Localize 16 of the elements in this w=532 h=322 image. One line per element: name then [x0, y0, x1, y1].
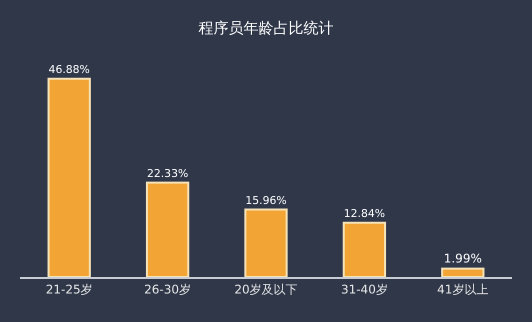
data-label: 12.84% — [344, 207, 386, 220]
x-tick-label: 26-30岁 — [144, 282, 192, 296]
data-label: 1.99% — [444, 252, 482, 266]
data-label: 46.88% — [48, 63, 90, 76]
x-tick-label: 31-40岁 — [340, 282, 388, 296]
bar — [48, 78, 91, 277]
x-tick-label: 41岁以上 — [437, 282, 488, 296]
x-tick-label: 21-25岁 — [46, 282, 93, 296]
x-tick-label: 20岁及以下 — [234, 282, 298, 296]
bar — [244, 208, 288, 277]
bar — [342, 222, 386, 277]
bar — [146, 182, 190, 277]
data-label: 22.33% — [146, 166, 188, 180]
data-label: 15.96% — [245, 194, 287, 207]
chart-title: 程序员年龄占比统计 — [198, 19, 334, 38]
bar — [441, 268, 484, 277]
